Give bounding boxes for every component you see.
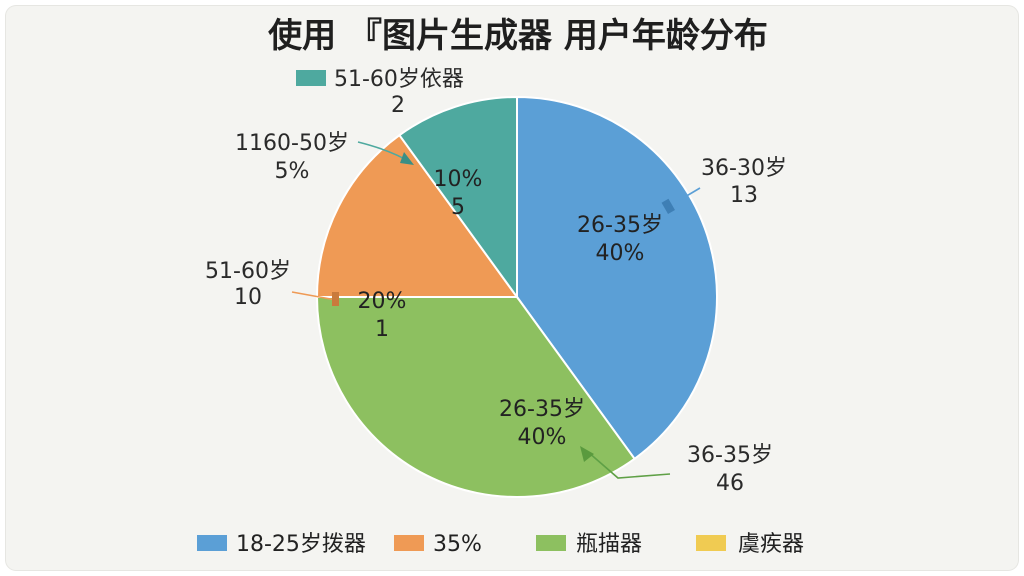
- leader-line-green: [587, 451, 671, 479]
- slice-label-teal-2: 5: [451, 195, 465, 220]
- slice-label-green-1: 26-35岁: [499, 397, 585, 422]
- legend-label-1: 18-25岁拨器: [236, 532, 366, 557]
- callout-right-top-line1: 36-30岁: [701, 156, 787, 181]
- legend-swatch-3: [536, 535, 566, 551]
- legend-swatch-2: [394, 535, 424, 551]
- callout-top-line2: 2: [391, 93, 405, 118]
- leader-arrow-orange: [332, 292, 339, 306]
- slice-label-teal-1: 10%: [434, 167, 483, 192]
- callout-right-bottom-line2: 46: [716, 471, 744, 496]
- callout-right-bottom-line1: 36-35岁: [687, 443, 773, 468]
- slice-label-blue-2: 40%: [596, 241, 645, 266]
- callout-right-top-line2: 13: [730, 183, 758, 208]
- leader-arrow-green: [580, 446, 594, 462]
- callout-left-line1: 51-60岁: [205, 259, 291, 284]
- slice-label-orange-2: 1: [375, 317, 389, 342]
- callout-left-top-line2: 5%: [275, 159, 310, 184]
- slice-label-green-2: 40%: [518, 425, 567, 450]
- pie-slices: [315, 95, 718, 498]
- legend-label-4: 虞疾器: [738, 532, 804, 557]
- leader-line-blue: [667, 187, 701, 208]
- leader-arrow-teal: [400, 152, 414, 165]
- callout-top-line1: 51-60岁依器: [334, 67, 464, 92]
- leader-line-orange: [291, 291, 337, 301]
- legend-label-3: 瓶描器: [576, 532, 642, 557]
- callout-left-top-line1: 1160-50岁: [235, 131, 349, 156]
- pie-slice-4: [398, 95, 518, 301]
- leader-arrow-blue: [661, 198, 675, 215]
- legend-swatch-4: [696, 535, 726, 551]
- callout-left-line2: 10: [234, 285, 262, 310]
- legend-label-2: 35%: [433, 532, 482, 557]
- slice-label-orange-1: 20%: [358, 289, 407, 314]
- callout-swatch-top: [296, 70, 326, 86]
- pie-slice-2: [315, 296, 636, 498]
- pie-slice-1: [516, 95, 718, 461]
- legend: 18-25岁拨器 35% 瓶描器 虞疾器: [197, 532, 804, 557]
- chart-title: 使用 『图片生成器 用户年龄分布: [267, 16, 768, 56]
- legend-swatch-1: [197, 535, 227, 551]
- slice-label-blue-1: 26-35岁: [577, 213, 663, 238]
- leader-lines: [291, 141, 701, 479]
- pie-slice-3: [315, 133, 519, 298]
